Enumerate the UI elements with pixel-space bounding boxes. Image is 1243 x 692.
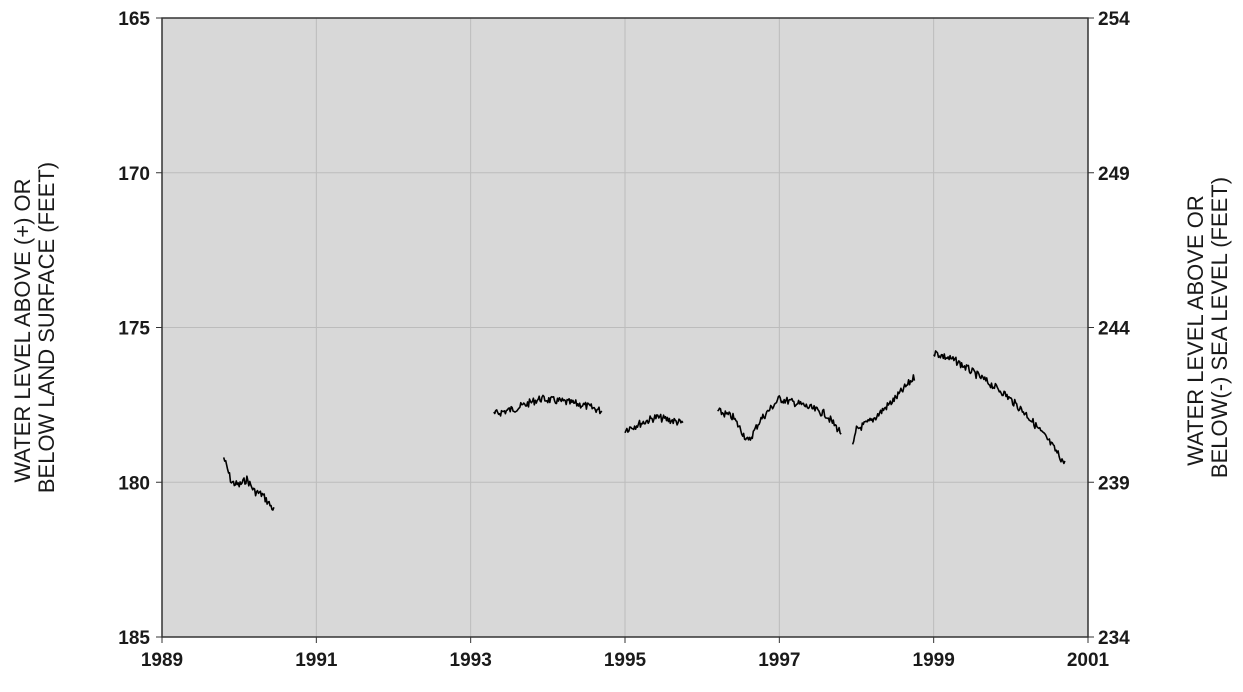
y-right-tick-label: 254: [1098, 9, 1130, 30]
y-right-tick-label: 244: [1098, 319, 1130, 340]
series-group: [222, 350, 1066, 511]
y-right-axis-ticks: 254 249 244 239 234: [1088, 9, 1130, 649]
x-axis-ticks: 1989 1991 1993 1995 1997 1999 2001: [141, 637, 1110, 671]
x-tick-label: 1991: [295, 650, 338, 671]
y-right-axis-title: WATER LEVEL ABOVE OR BELOW(-) SEA LEVEL …: [1183, 177, 1232, 478]
y-left-axis-title-line-1: WATER LEVEL ABOVE (+) OR: [10, 178, 35, 482]
y-left-tick-label: 185: [118, 628, 150, 649]
y-left-tick-label: 180: [118, 473, 150, 494]
series-line-segment: [717, 395, 842, 441]
x-tick-label: 1989: [141, 650, 183, 671]
series-line-segment: [851, 374, 916, 445]
y-left-axis-title-line-2: BELOW LAND SURFACE (FEET): [34, 162, 59, 493]
series-line-segment: [624, 413, 684, 434]
y-right-tick-label: 249: [1098, 164, 1130, 185]
x-tick-label: 1993: [450, 650, 492, 671]
y-left-tick-label: 175: [118, 319, 150, 340]
series-line-segment: [933, 350, 1066, 465]
y-right-axis-title-line-2: BELOW(-) SEA LEVEL (FEET): [1207, 177, 1232, 478]
y-left-tick-label: 165: [118, 9, 150, 30]
x-tick-label: 1997: [758, 650, 800, 671]
x-tick-label: 1995: [604, 650, 647, 671]
x-tick-label: 1999: [913, 650, 955, 671]
y-right-tick-label: 239: [1098, 473, 1130, 494]
y-left-tick-label: 170: [118, 164, 150, 185]
series-line-segment: [222, 457, 275, 511]
y-left-axis-title: WATER LEVEL ABOVE (+) OR BELOW LAND SURF…: [10, 162, 59, 493]
y-left-axis-ticks: 165 170 175 180 185: [118, 9, 162, 649]
grid-lines: [162, 18, 1088, 637]
y-right-tick-label: 234: [1098, 628, 1130, 649]
x-tick-label: 2001: [1067, 650, 1110, 671]
y-right-axis-title-line-1: WATER LEVEL ABOVE OR: [1183, 195, 1208, 466]
series-line-segment: [493, 394, 603, 417]
